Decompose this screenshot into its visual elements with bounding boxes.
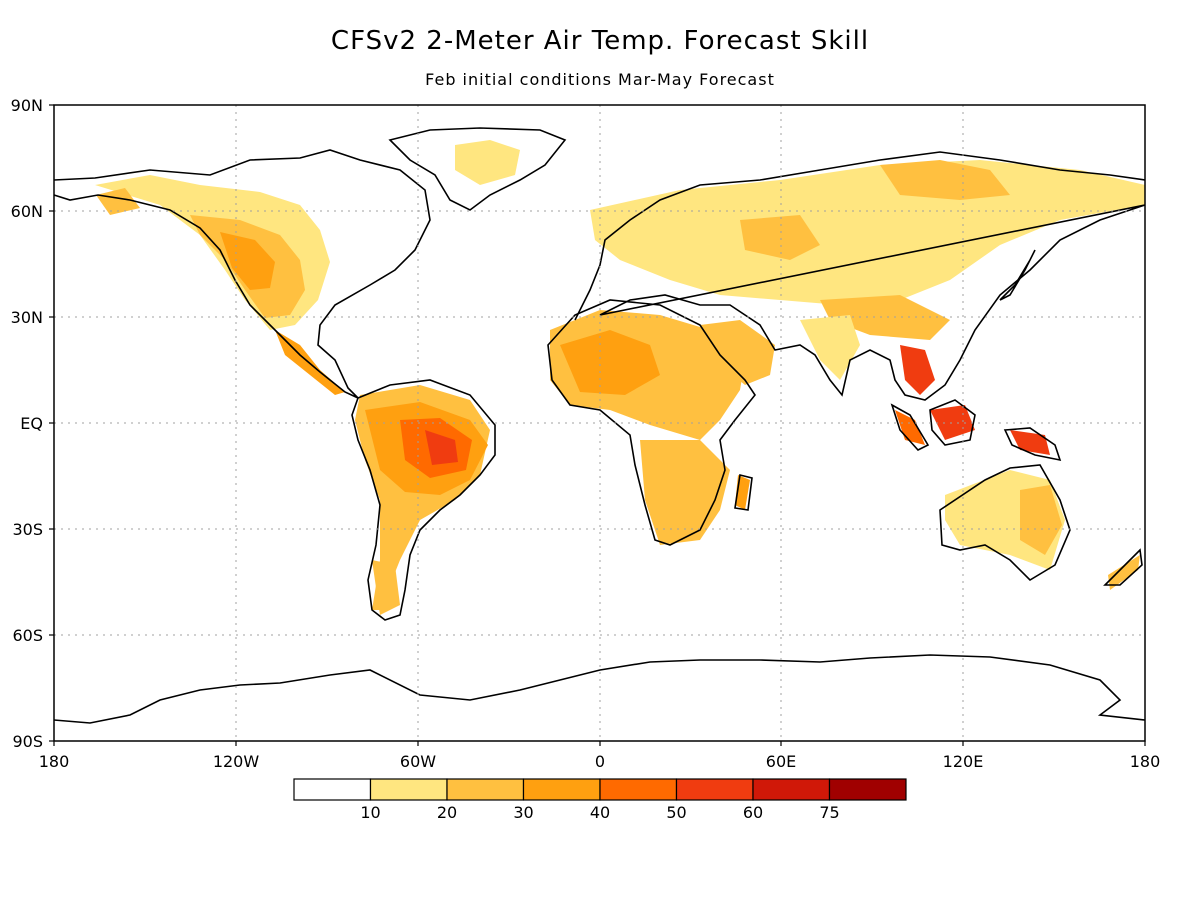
lon-label: 180	[39, 752, 70, 771]
map-title: CFSv2 2-Meter Air Temp. Forecast Skill	[330, 26, 870, 56]
colorbar-tick-label: 75	[819, 803, 839, 822]
shade-indochina	[900, 345, 935, 395]
shade-amazon-peak	[425, 430, 458, 465]
lat-label: EQ	[20, 414, 43, 433]
colorbar-tick-label: 50	[666, 803, 686, 822]
colorbar-tick-label: 60	[743, 803, 763, 822]
shade-sumatra	[895, 410, 925, 445]
shade-alaska	[96, 188, 140, 215]
coast-japan	[999, 249, 1036, 301]
colorbar-swatch	[828, 778, 907, 801]
shade-arabia	[700, 320, 775, 385]
coast-borneo	[929, 399, 976, 446]
coast-south-america	[351, 379, 496, 621]
shade-central-asia	[740, 215, 820, 260]
lon-label: 60E	[766, 752, 796, 771]
shade-tibet	[820, 295, 950, 340]
lat-label: 60S	[12, 626, 43, 645]
coast-north-america	[53, 149, 431, 399]
graticule	[54, 105, 1145, 741]
shade-eurasia-north	[590, 160, 1145, 305]
colorbar-tick-label: 30	[513, 803, 533, 822]
shade-new-zealand	[1108, 555, 1140, 590]
coastlines	[53, 127, 1146, 724]
lon-label: 60W	[400, 752, 436, 771]
coast-greenland	[388, 127, 567, 211]
coast-australia	[939, 464, 1071, 582]
shade-patagonia	[372, 560, 400, 615]
colorbar-swatch	[369, 778, 448, 801]
shade-indonesia-a	[930, 405, 975, 440]
coast-eurasia	[574, 151, 1146, 401]
shade-new-guinea	[1010, 430, 1050, 455]
colorbar-swatch	[293, 778, 372, 801]
lat-label: 90N	[11, 96, 43, 115]
colorbar-tick-label: 40	[590, 803, 610, 822]
lat-label: 30N	[11, 308, 43, 327]
colorbar-swatch	[446, 778, 525, 801]
lat-axis-labels: 90N 60N 30N EQ 30S 60S 90S	[11, 96, 43, 751]
shade-australia-east	[1020, 485, 1062, 555]
coast-madagascar	[734, 474, 753, 511]
tick-marks	[49, 104, 1146, 746]
shade-india	[800, 315, 860, 380]
colorbar-swatch	[522, 778, 601, 801]
map-subtitle: Feb initial conditions Mar-May Forecast	[425, 70, 775, 89]
shade-greenland	[455, 140, 520, 185]
coast-sumatra	[890, 403, 930, 451]
shade-north-america-west-core	[220, 232, 275, 290]
lat-label: 30S	[12, 520, 43, 539]
lon-label: 120E	[943, 752, 984, 771]
colorbar-tick-label: 10	[360, 803, 380, 822]
colorbar: 10 20 30 40 50 60 75	[293, 778, 907, 822]
shade-africa-south	[640, 440, 730, 545]
lon-axis-labels: 180 120W 60W 0 60E 120E 180	[39, 752, 1161, 771]
lat-label: 60N	[11, 202, 43, 221]
coast-new-zealand	[1103, 548, 1143, 586]
lon-label: 180	[1130, 752, 1161, 771]
colorbar-swatch	[752, 778, 831, 801]
lon-label: 120W	[213, 752, 260, 771]
colorbar-swatch	[675, 778, 754, 801]
colorbar-swatch	[599, 778, 678, 801]
colorbar-tick-label: 20	[437, 803, 457, 822]
shade-africa-north-high	[560, 330, 660, 395]
skill-shading	[95, 140, 1145, 615]
coast-antarctica	[53, 654, 1146, 724]
coast-new-guinea	[1003, 427, 1062, 462]
lat-label: 90S	[12, 732, 43, 751]
shade-siberia-high	[880, 160, 1010, 200]
lon-label: 0	[595, 752, 605, 771]
